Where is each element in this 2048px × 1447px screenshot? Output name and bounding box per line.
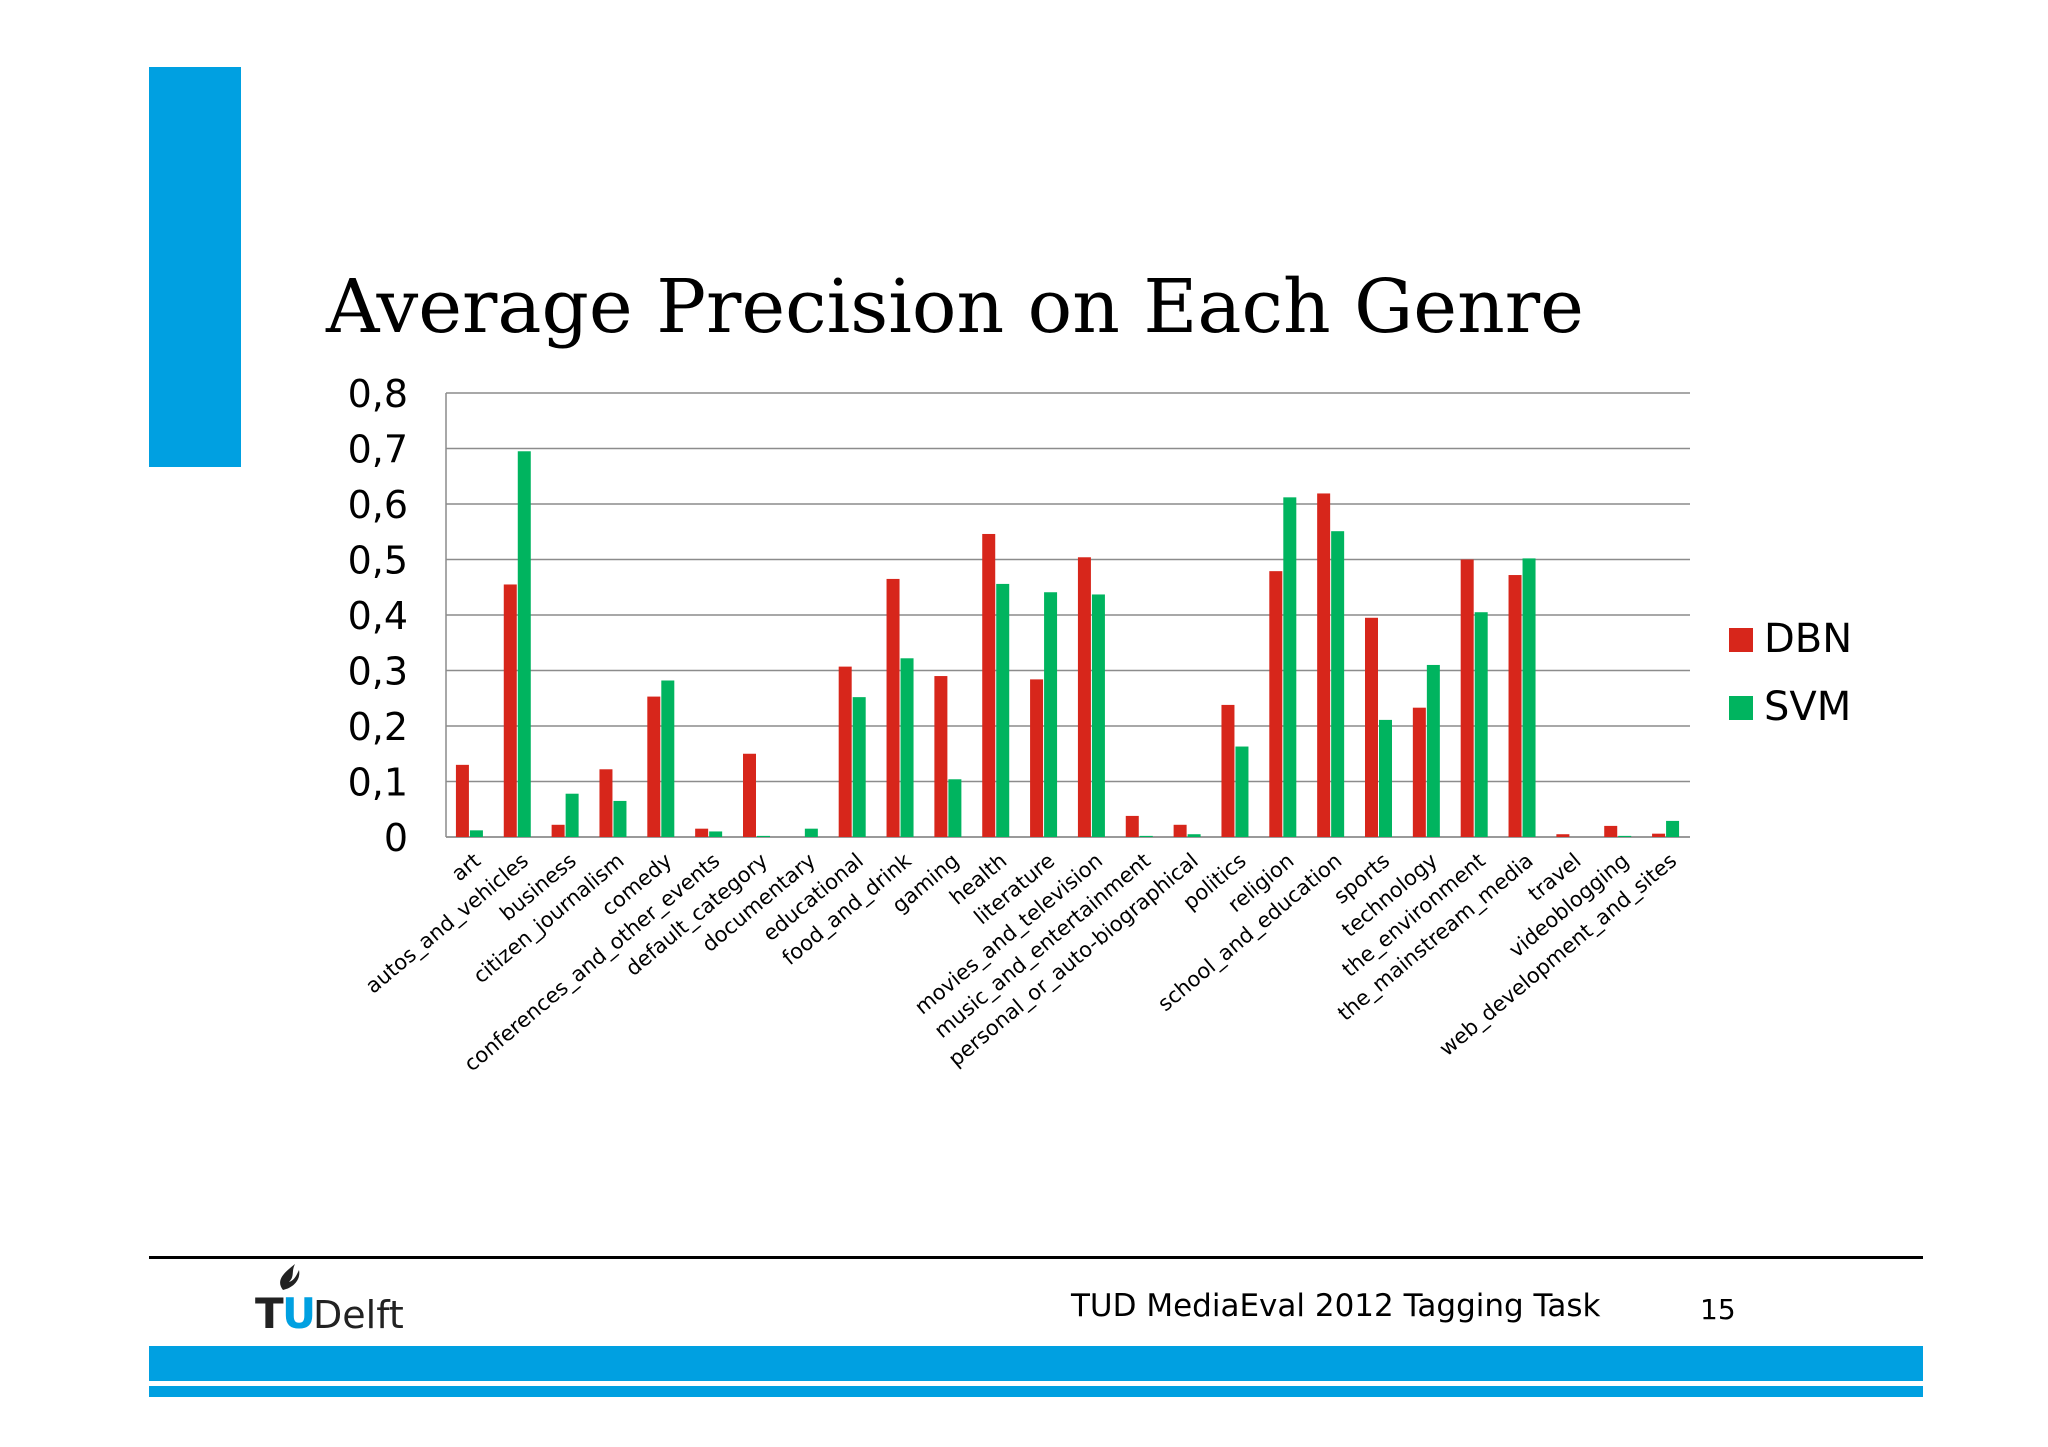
bar-dbn [1460, 559, 1474, 837]
bar-svm [1187, 834, 1201, 837]
bar-svm [1618, 835, 1632, 837]
bar-svm [1331, 531, 1345, 837]
legend-label-svm: SVM [1764, 684, 1851, 730]
bar-chart: 0 0,1 0,2 0,3 0,4 0,5 0,6 0,7 0,8 artautos_and_v… [348, 372, 1853, 1077]
bar-svm [1426, 664, 1440, 837]
y-tick-label: 0 [384, 816, 408, 860]
bar-dbn [455, 764, 469, 837]
bar-svm [1283, 497, 1297, 837]
accent-bar [149, 67, 241, 467]
bar-dbn [1173, 824, 1187, 837]
bar-dbn [1221, 704, 1235, 837]
logo-letter-u: U [282, 1289, 316, 1338]
bar-svm [1474, 612, 1488, 837]
bar-dbn [743, 753, 756, 837]
bar-dbn [1652, 833, 1666, 837]
bar-svm [996, 583, 1010, 837]
y-tick-label: 0,6 [348, 483, 408, 527]
bar-dbn [934, 676, 948, 837]
bar-dbn [838, 666, 852, 837]
bar-dbn [695, 828, 709, 837]
bar-svm [1522, 558, 1536, 837]
y-axis-ticks: 0 0,1 0,2 0,3 0,4 0,5 0,6 0,7 0,8 [348, 372, 408, 860]
bar-dbn [1412, 707, 1426, 837]
bar-dbn [1508, 575, 1522, 837]
x-tick-label: autos_and_vehicles [361, 848, 534, 999]
footer-band-thin [149, 1386, 1923, 1397]
bar-svm [469, 830, 483, 837]
bar-svm [517, 451, 531, 837]
logo-word-delft: Delft [313, 1293, 404, 1337]
bar-svm [1235, 746, 1249, 837]
bar-dbn [1077, 557, 1091, 837]
bar-dbn [1317, 493, 1331, 837]
flame-icon [280, 1264, 300, 1290]
bar-svm [613, 800, 627, 837]
chart-bars [455, 451, 1680, 837]
bar-svm [565, 793, 579, 837]
bar-svm [900, 658, 914, 837]
y-tick-label: 0,7 [348, 428, 408, 472]
chart-legend: DBN SVM [1729, 616, 1852, 730]
legend-label-dbn: DBN [1764, 616, 1852, 662]
chart-grid [445, 392, 1690, 838]
y-tick-label: 0,8 [348, 372, 408, 416]
y-tick-label: 0,3 [348, 650, 408, 694]
footer-text: TUD MediaEval 2012 Tagging Task [1071, 1288, 1601, 1324]
bar-svm [757, 835, 770, 837]
x-axis-ticks: artautos_and_vehiclesbusinesscitizen_jou… [361, 848, 1682, 1077]
bar-svm [709, 831, 723, 837]
bar-dbn [503, 584, 517, 837]
y-tick-label: 0,5 [348, 539, 408, 583]
bar-dbn [1269, 571, 1283, 837]
bar-svm [1666, 820, 1680, 837]
bar-dbn [1365, 617, 1378, 837]
logo-letter-t: T [255, 1289, 284, 1338]
tu-delft-logo: T U Delft [255, 1264, 404, 1338]
bar-svm [1044, 592, 1058, 837]
bar-svm [1379, 719, 1392, 837]
bar-svm [1091, 594, 1105, 837]
legend-swatch-svm [1729, 696, 1753, 720]
y-tick-label: 0,1 [348, 761, 408, 805]
slide-title: Average Precision on Each Genre [326, 264, 1584, 350]
bar-svm [852, 697, 866, 837]
bar-dbn [551, 824, 565, 837]
legend-swatch-dbn [1729, 628, 1753, 652]
bar-dbn [1030, 679, 1044, 837]
bar-svm [661, 680, 675, 837]
bar-dbn [647, 696, 661, 837]
bar-svm [948, 779, 962, 837]
bar-dbn [1556, 834, 1570, 837]
page-number: 15 [1700, 1293, 1736, 1326]
bar-dbn [1604, 825, 1618, 837]
footer-band [149, 1346, 1923, 1381]
y-tick-label: 0,2 [348, 705, 408, 749]
y-tick-label: 0,4 [348, 594, 408, 638]
bar-dbn [886, 578, 900, 837]
footer-rule [149, 1256, 1923, 1259]
bar-svm [804, 828, 818, 837]
bar-svm [1139, 835, 1153, 837]
bar-dbn [982, 533, 996, 837]
bar-dbn [1125, 815, 1139, 837]
bar-dbn [599, 769, 613, 837]
